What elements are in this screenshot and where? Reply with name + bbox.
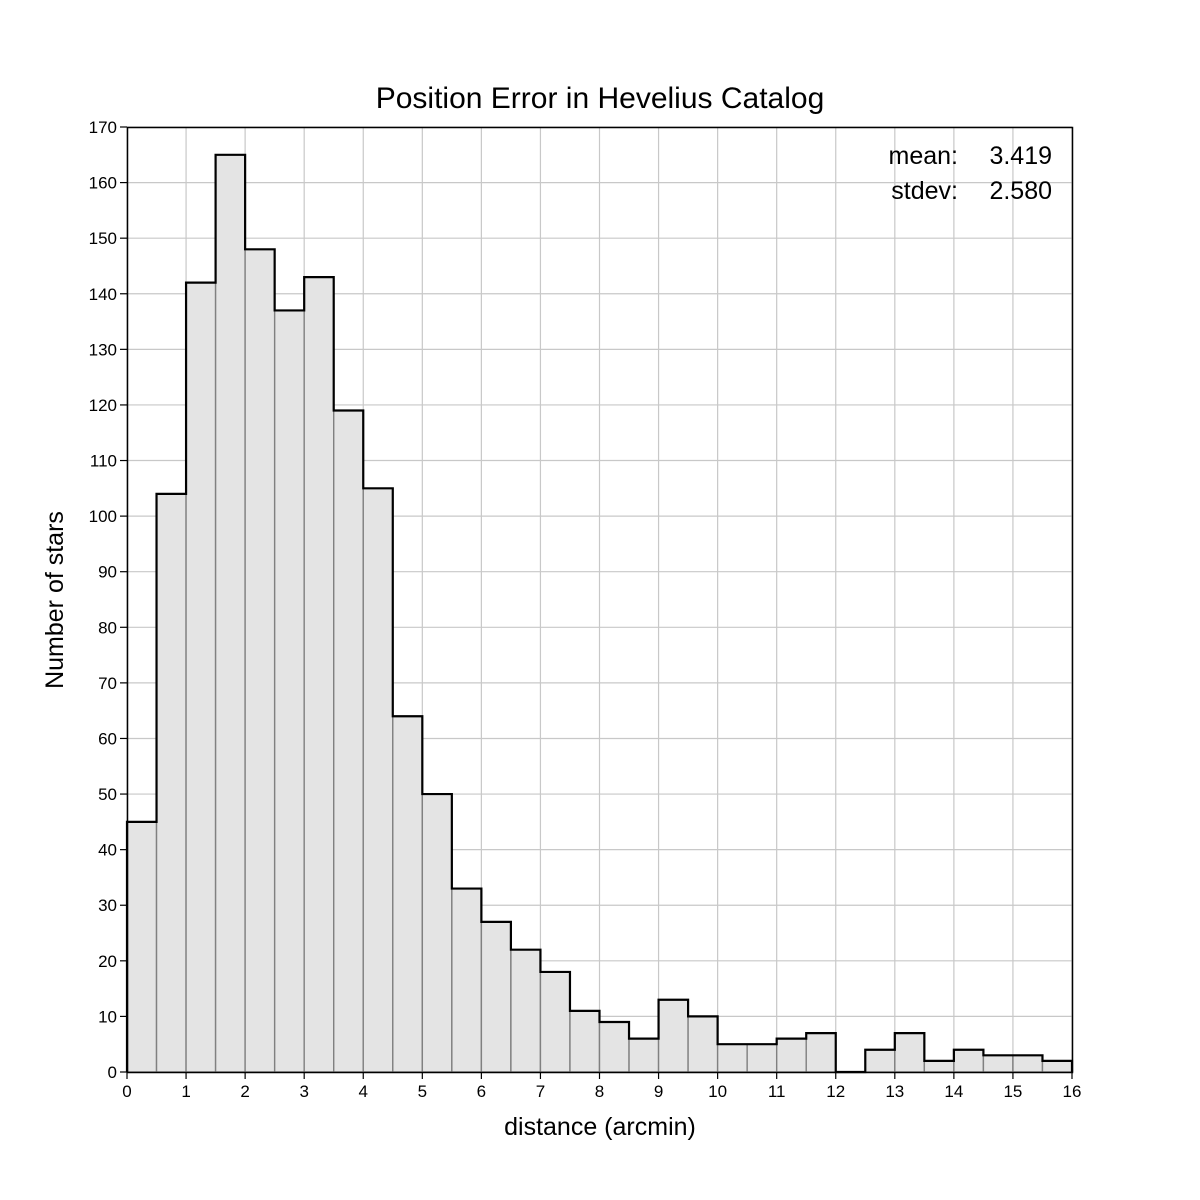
- y-tick-label: 130: [89, 340, 117, 359]
- x-tick-label: 14: [944, 1082, 963, 1101]
- y-tick-label: 50: [98, 785, 117, 804]
- histogram-bar: [185, 281, 217, 1073]
- y-tick-label: 20: [98, 952, 117, 971]
- histogram-bar: [746, 1043, 778, 1073]
- mean-label: mean:: [889, 142, 958, 170]
- y-tick-label: 80: [98, 618, 117, 637]
- y-axis-label: Number of stars: [41, 511, 69, 689]
- histogram-bar: [923, 1060, 955, 1073]
- y-tick-label: 70: [98, 674, 117, 693]
- histogram-bar: [362, 487, 394, 1073]
- histogram-bar: [598, 1021, 630, 1073]
- x-tick-label: 11: [768, 1082, 786, 1101]
- x-axis-ticks: 0 1 2 3 4 5 6 7 8 9 10 11 12 13 14 15 16: [122, 1072, 1081, 1101]
- histogram-bar: [1012, 1054, 1044, 1073]
- histogram-bar: [244, 248, 276, 1073]
- y-tick-label: 100: [89, 507, 117, 526]
- histogram-bar: [392, 715, 424, 1073]
- stdev-value: 2.580: [989, 177, 1052, 205]
- y-tick-label: 40: [98, 841, 117, 860]
- histogram-bar: [155, 493, 187, 1073]
- y-tick-label: 110: [90, 452, 117, 471]
- histogram-bar: [273, 309, 305, 1073]
- histogram-bar: [480, 921, 512, 1073]
- x-tick-label: 10: [708, 1082, 727, 1101]
- histogram-bar: [451, 887, 483, 1073]
- histogram-bar: [982, 1054, 1014, 1073]
- histogram-bar: [303, 276, 335, 1073]
- y-tick-label: 150: [89, 229, 117, 248]
- x-tick-label: 7: [536, 1082, 545, 1101]
- x-tick-label: 13: [885, 1082, 904, 1101]
- x-tick-label: 6: [477, 1082, 486, 1101]
- x-tick-label: 16: [1063, 1082, 1082, 1101]
- x-tick-label: 9: [654, 1082, 663, 1101]
- y-tick-label: 140: [89, 285, 117, 304]
- y-tick-label: 90: [98, 563, 117, 582]
- x-tick-label: 4: [359, 1082, 368, 1101]
- histogram-outline: [125, 153, 1074, 1074]
- histogram-bar: [1041, 1060, 1073, 1073]
- histogram-bar: [628, 1037, 660, 1073]
- y-tick-label: 170: [89, 118, 117, 137]
- y-tick-label: 120: [89, 396, 117, 415]
- histogram-bar: [421, 793, 453, 1073]
- y-tick-label: 30: [98, 896, 117, 915]
- x-tick-label: 5: [418, 1082, 427, 1101]
- histogram-bar: [864, 1049, 896, 1073]
- y-tick-label: 0: [108, 1063, 117, 1082]
- y-tick-label: 10: [98, 1007, 117, 1026]
- histogram-bar: [657, 999, 689, 1073]
- histogram-bar: [953, 1049, 985, 1073]
- histogram-bar: [214, 154, 246, 1073]
- x-tick-label: 8: [595, 1082, 604, 1101]
- mean-value: 3.419: [989, 142, 1052, 170]
- histogram-bar: [894, 1032, 926, 1073]
- y-tick-label: 60: [98, 729, 117, 748]
- chart-title: Position Error in Hevelius Catalog: [376, 82, 825, 115]
- histogram-bar: [510, 949, 542, 1073]
- histogram-bar: [687, 1015, 719, 1073]
- stats-box: mean: 3.419 stdev: 2.580: [889, 142, 1052, 205]
- histogram-bar: [775, 1037, 807, 1073]
- histogram-bar: [333, 409, 364, 1073]
- x-tick-label: 15: [1003, 1082, 1022, 1101]
- y-axis-ticks: 0 10 20 30 40 50 60 70 80 90 100 110 120 130 140 150 160…: [89, 118, 127, 1082]
- x-tick-label: 2: [240, 1082, 249, 1101]
- x-tick-label: 12: [826, 1082, 845, 1101]
- histogram-bar: [569, 1010, 601, 1073]
- histogram-bar: [126, 821, 158, 1073]
- histogram-bar: [805, 1032, 837, 1073]
- y-tick-label: 160: [89, 174, 117, 193]
- histogram-bar: [539, 971, 571, 1073]
- x-tick-label: 3: [299, 1082, 308, 1101]
- x-tick-label: 0: [122, 1082, 131, 1101]
- histogram-bar: [716, 1043, 748, 1073]
- x-axis-label: distance (arcmin): [504, 1113, 696, 1141]
- stdev-label: stdev:: [891, 177, 958, 205]
- histogram-bars: [126, 154, 1073, 1073]
- x-tick-label: 1: [181, 1082, 190, 1101]
